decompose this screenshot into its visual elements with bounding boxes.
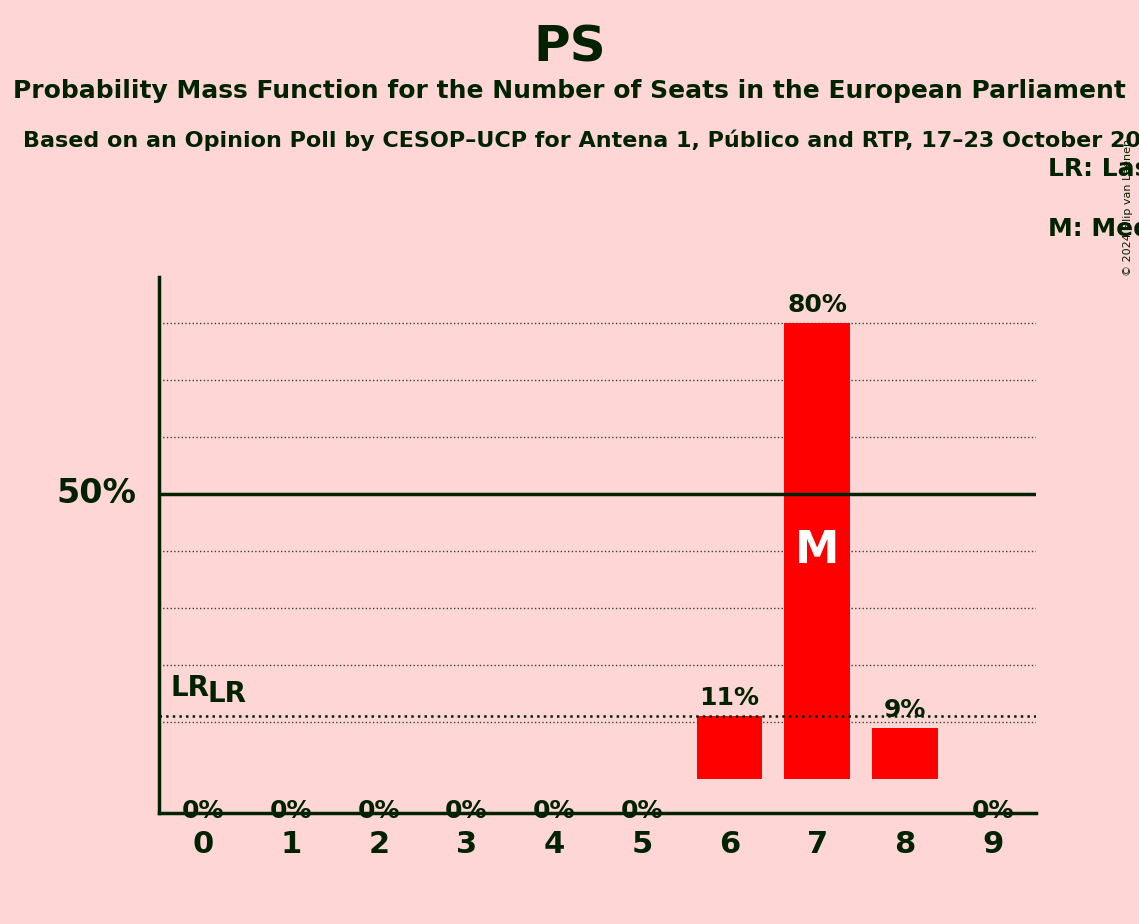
- Text: 0%: 0%: [533, 799, 575, 823]
- Bar: [785, 322, 850, 779]
- Text: 0%: 0%: [182, 799, 224, 823]
- Text: 11%: 11%: [699, 687, 760, 711]
- Text: LR: LR: [171, 675, 210, 702]
- Text: 0%: 0%: [445, 799, 487, 823]
- Text: 80%: 80%: [787, 293, 847, 317]
- Text: LR: LR: [207, 680, 247, 708]
- Text: 0%: 0%: [972, 799, 1014, 823]
- Text: 0%: 0%: [270, 799, 312, 823]
- Text: LR: Last Result: LR: Last Result: [1048, 157, 1139, 181]
- Text: © 2024 Filip van Laenen: © 2024 Filip van Laenen: [1123, 139, 1133, 275]
- Text: 0%: 0%: [621, 799, 663, 823]
- Text: M: Median: M: Median: [1048, 217, 1139, 241]
- Bar: [872, 727, 937, 779]
- Text: 9%: 9%: [884, 698, 926, 722]
- Text: PS: PS: [533, 23, 606, 71]
- Text: 0%: 0%: [358, 799, 400, 823]
- Text: 50%: 50%: [57, 478, 137, 510]
- Text: Based on an Opinion Poll by CESOP–UCP for Antena 1, Público and RTP, 17–23 Octob: Based on an Opinion Poll by CESOP–UCP fo…: [23, 129, 1139, 151]
- Text: M: M: [795, 529, 839, 572]
- Text: Probability Mass Function for the Number of Seats in the European Parliament: Probability Mass Function for the Number…: [13, 79, 1126, 103]
- Bar: [697, 716, 762, 779]
